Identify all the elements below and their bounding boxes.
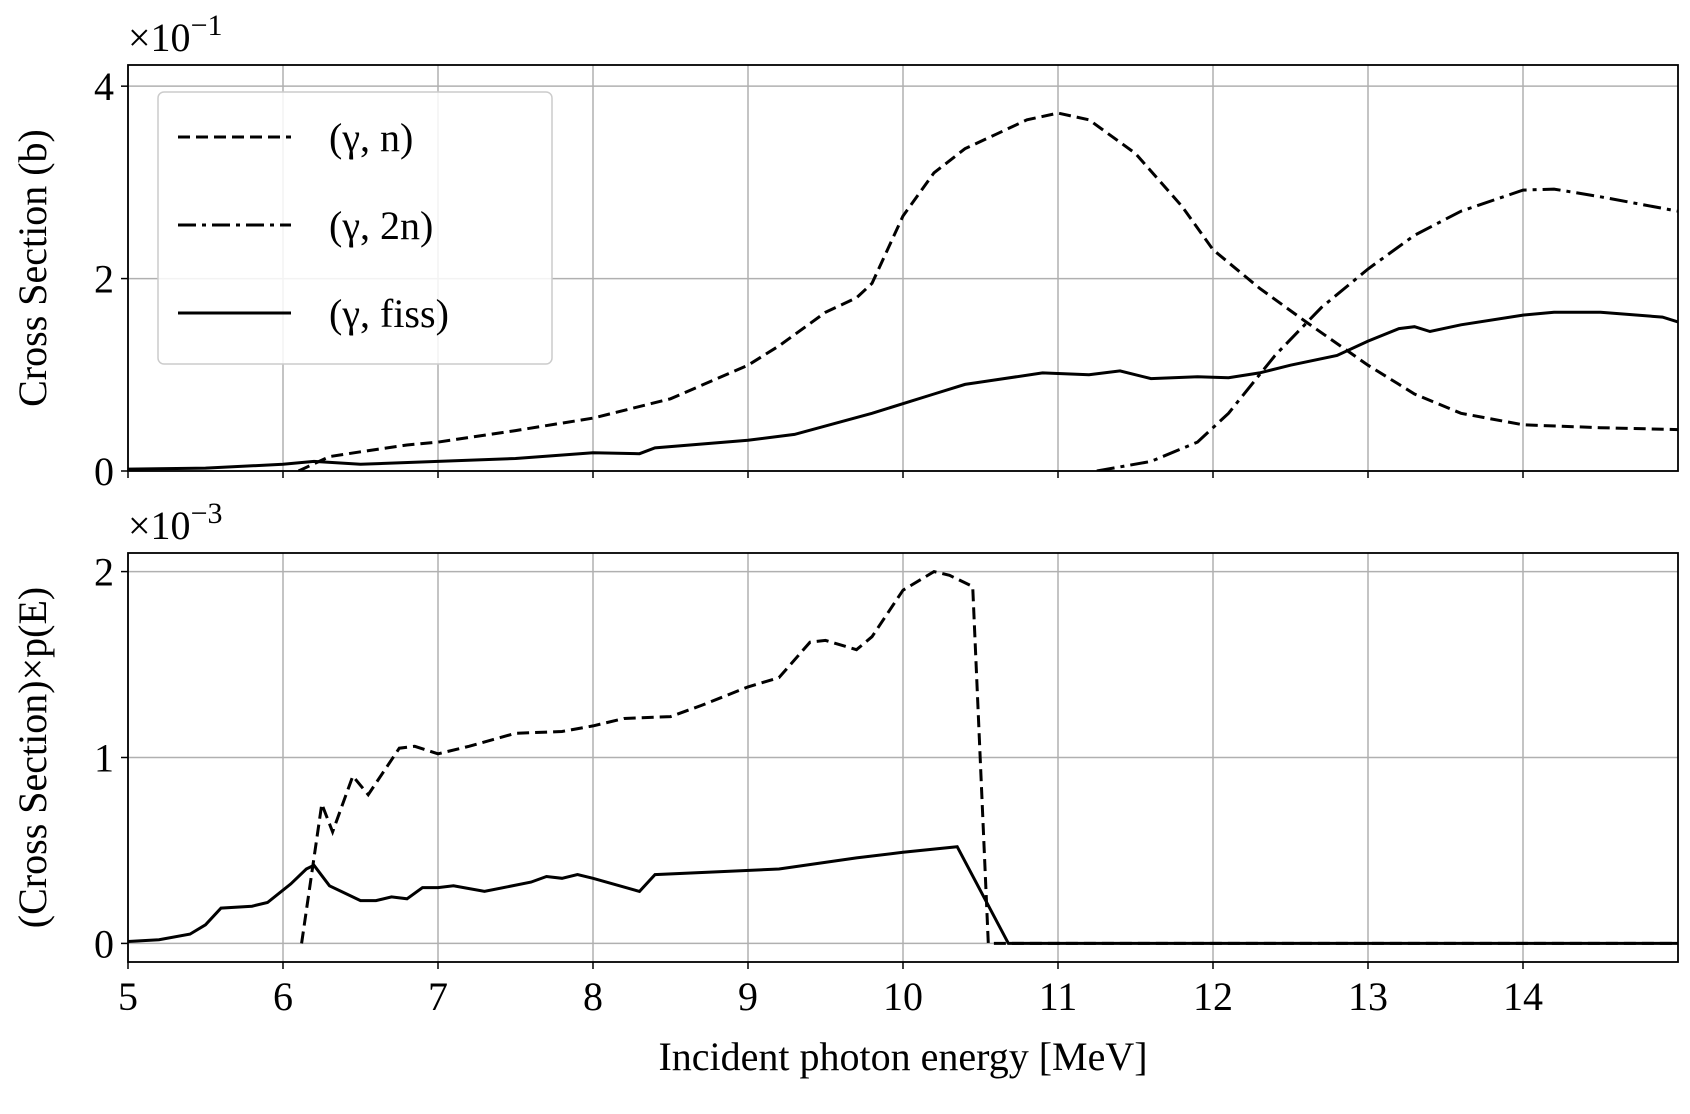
- legend-label: (γ, n): [329, 115, 413, 160]
- data-line: [1096, 187, 1678, 471]
- data-line: [128, 310, 1678, 471]
- data-line: [297, 111, 1678, 471]
- x-axis-label: Incident photon energy [MeV]: [658, 1034, 1147, 1079]
- legend-label: (γ, 2n): [329, 203, 433, 248]
- y-tick-label: 0: [94, 449, 114, 494]
- x-tick-label: 14: [1503, 974, 1543, 1019]
- x-tick-label: 6: [273, 974, 293, 1019]
- x-tick-label: 9: [738, 974, 758, 1019]
- y-tick-label: 2: [94, 257, 114, 302]
- x-tick-label: 10: [883, 974, 923, 1019]
- y-multiplier: ×10−3: [128, 497, 222, 548]
- data-line: [300, 569, 1678, 945]
- x-tick-label: 8: [583, 974, 603, 1019]
- x-tick-label: 5: [118, 974, 138, 1019]
- axes-frame: [127, 552, 1679, 963]
- multiplier-exponent: −3: [191, 497, 223, 530]
- multiplier-exponent: −1: [191, 9, 223, 42]
- x-tick-label: 11: [1039, 974, 1078, 1019]
- y-axis-label: (Cross Section)×p(E): [10, 587, 55, 928]
- data-line: [128, 845, 1678, 945]
- y-tick-label: 1: [94, 736, 114, 781]
- y-axis-label: Cross Section (b): [10, 129, 55, 407]
- axes-frame: [127, 64, 1679, 472]
- y-tick-label: 2: [94, 550, 114, 595]
- x-tick-label: 7: [428, 974, 448, 1019]
- legend-label: (γ, fiss): [329, 291, 449, 336]
- y-multiplier: ×10−1: [128, 9, 222, 60]
- x-tick-label: 13: [1348, 974, 1388, 1019]
- y-tick-label: 0: [94, 921, 114, 966]
- multiplier-base: ×10: [128, 503, 191, 548]
- x-tick-label: 12: [1193, 974, 1233, 1019]
- legend-box: [157, 91, 553, 365]
- y-tick-label: 4: [94, 64, 114, 109]
- multiplier-base: ×10: [128, 15, 191, 60]
